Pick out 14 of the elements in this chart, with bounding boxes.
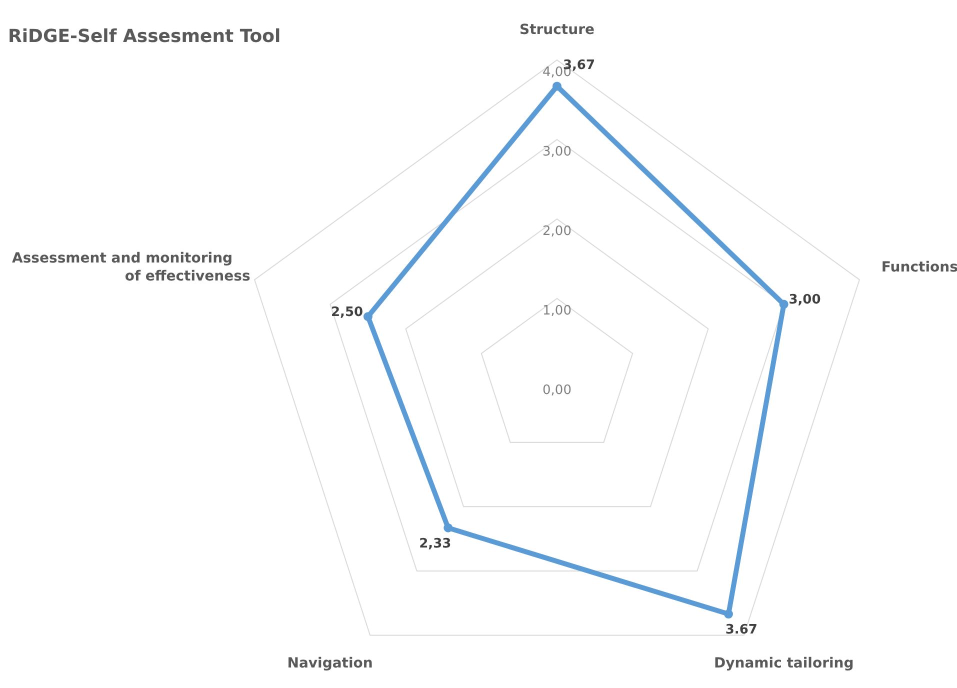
spoke-label: Dynamic tailoring [714, 655, 854, 672]
y-tick-label: 0,00 [542, 383, 572, 398]
spoke-label: Assessment and monitoring of effectiveness [12, 250, 250, 285]
data-label: 2,33 [419, 536, 452, 552]
spoke-label: Navigation [287, 655, 373, 672]
y-tick-label: 3,00 [542, 144, 572, 160]
spoke-label: Functions [881, 260, 957, 276]
data-label: 2,50 [331, 305, 364, 320]
y-tick-label: 2,00 [542, 224, 572, 239]
y-tick-label: 1,00 [542, 304, 572, 318]
data-label: 3.67 [725, 622, 758, 638]
data-label: 3,00 [788, 292, 821, 308]
chart-title: RiDGE-Self Assesment Tool [8, 26, 281, 47]
spoke-label: Structure [519, 22, 595, 38]
